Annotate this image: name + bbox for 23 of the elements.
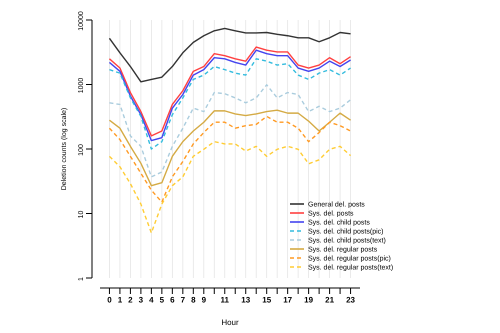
x-tick-label: 0 xyxy=(107,296,112,305)
line-series xyxy=(108,84,352,178)
line-series xyxy=(108,109,352,186)
x-tick-label: 4 xyxy=(149,296,154,305)
x-tick-label: 8 xyxy=(191,296,196,305)
x-tick-label: 7 xyxy=(180,296,186,305)
x-tick-label: 15 xyxy=(262,296,272,305)
line-series xyxy=(108,116,352,203)
x-tick-label: 6 xyxy=(170,296,176,305)
x-tick-label: 5 xyxy=(160,296,165,305)
x-tick-label: 17 xyxy=(283,296,293,305)
x-tick-label: 9 xyxy=(202,296,207,305)
x-tick-label: 23 xyxy=(346,296,356,305)
x-axis-title: Hour xyxy=(221,318,240,327)
x-tick-label: 19 xyxy=(304,296,314,305)
x-tick-label: 2 xyxy=(128,296,134,305)
x-tick-label: 13 xyxy=(241,296,251,305)
x-tick-label: 1 xyxy=(118,296,123,305)
line-series xyxy=(108,28,352,83)
x-tick-label: 3 xyxy=(138,296,144,305)
x-tick-label: 21 xyxy=(325,296,335,305)
x-tick-label: 11 xyxy=(220,296,230,305)
line-series xyxy=(108,58,352,150)
